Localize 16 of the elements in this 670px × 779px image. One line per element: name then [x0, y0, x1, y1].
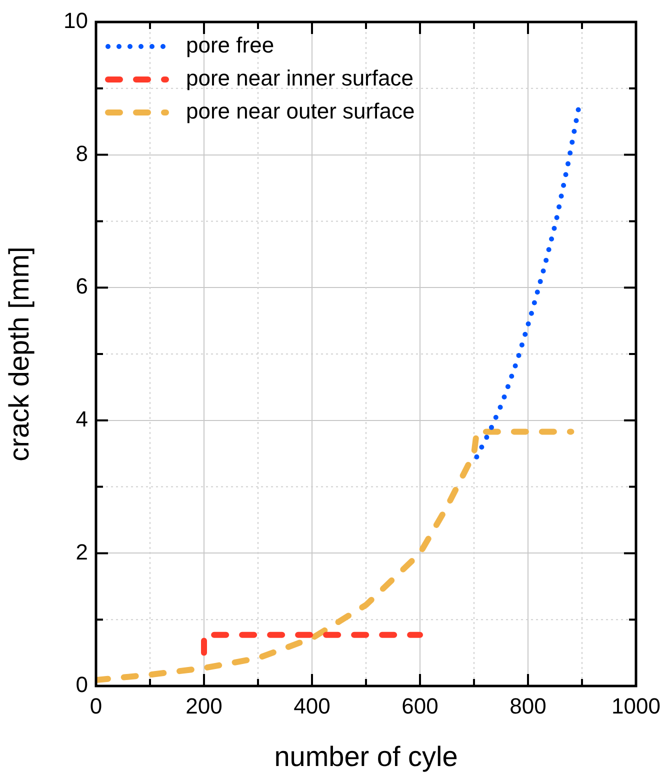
x-tick-label: 600 [402, 693, 438, 718]
y-tick-label: 0 [76, 672, 88, 698]
legend-label: pore near outer surface [186, 98, 415, 124]
x-tick-label: 400 [294, 693, 330, 718]
legend-label: pore near inner surface [186, 66, 414, 91]
x-axis-title: number of cyle [274, 740, 458, 772]
legend-label: pore free [186, 32, 274, 58]
y-tick-label: 4 [76, 406, 88, 432]
y-tick-label: 2 [76, 539, 88, 564]
y-axis-title: crack depth [mm] [4, 246, 35, 462]
y-tick-label: 10 [64, 8, 88, 34]
x-tick-label: 1000 [612, 693, 660, 718]
y-tick-label: 8 [76, 140, 88, 166]
y-tick-label: 6 [76, 274, 88, 299]
x-tick-label: 800 [510, 693, 546, 718]
x-tick-label: 200 [186, 693, 222, 718]
